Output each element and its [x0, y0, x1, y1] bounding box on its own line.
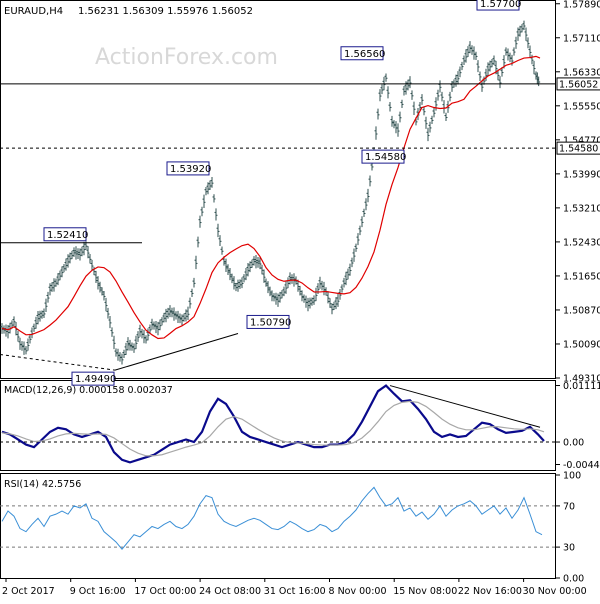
macd-title: MACD(12,26,9) 0.000158 0.002037 — [4, 385, 173, 396]
rsi-tick-label: 0.00 — [563, 574, 584, 585]
x-tick-label: 24 Oct 08:00 — [199, 586, 261, 597]
macd-tick-label: 0.00 — [563, 438, 584, 449]
sma-line — [1, 55, 541, 340]
macd-signal-line — [1, 400, 545, 457]
price-label-text: 1.54580 — [365, 152, 406, 163]
price-tick-label: 1.51650 — [563, 271, 600, 282]
macd-panel-frame — [0, 380, 556, 471]
price-label-text: 1.49490 — [75, 374, 116, 385]
price-tick-label: 1.49310 — [563, 374, 600, 385]
price-tick-label: 1.54770 — [563, 135, 600, 146]
macd-trendline — [389, 385, 541, 428]
x-tick-label: 22 Nov 16:00 — [458, 586, 522, 597]
macd-tick-label: -0.004419 — [563, 460, 600, 471]
level-label: 1.56052 — [559, 79, 598, 90]
symbol-label: EURAUD,H4 — [4, 6, 63, 17]
price-tick-label: 1.57890 — [563, 0, 600, 10]
x-tick-label: 31 Oct 16:00 — [264, 586, 326, 597]
price-tick-label: 1.57110 — [563, 33, 600, 44]
price-label-text: 1.56560 — [344, 49, 385, 60]
x-tick-label: 15 Nov 08:00 — [393, 586, 457, 597]
price-panel-frame — [0, 0, 556, 379]
price-tick-label: 1.52430 — [563, 237, 600, 248]
price-label-text: 1.50790 — [250, 317, 291, 328]
x-tick-label: 8 Nov 00:00 — [329, 586, 387, 597]
price-tick-label: 1.53210 — [563, 203, 600, 214]
x-tick-label: 9 Oct 16:00 — [70, 586, 126, 597]
price-tick-label: 1.50870 — [563, 305, 600, 316]
rsi-line — [1, 486, 543, 550]
ohlc-label: 1.56231 1.56309 1.55976 1.56052 — [78, 6, 253, 17]
price-label-text: 1.57700 — [480, 0, 521, 10]
x-tick-label: 30 Nov 00:00 — [523, 586, 587, 597]
rsi-tick-label: 100 — [563, 471, 581, 482]
macd-tick-label: 0.011111 — [563, 381, 600, 392]
price-tick-label: 1.56330 — [563, 67, 600, 78]
price-label-text: 1.52410 — [47, 230, 88, 241]
price-tick-label: 1.55550 — [563, 101, 600, 112]
rsi-tick-label: 30 — [563, 543, 575, 554]
level-label-box — [556, 77, 600, 91]
rsi-panel-frame — [0, 473, 556, 579]
watermark: ActionForex.com — [95, 45, 278, 70]
price-tick-label: 1.53990 — [563, 169, 600, 180]
level-label: 1.54580 — [559, 144, 598, 155]
price-tick-label: 1.50090 — [563, 339, 600, 350]
x-tick-label: 17 Oct 00:00 — [134, 586, 196, 597]
rsi-tick-label: 70 — [563, 501, 575, 512]
rsi-layer — [0, 486, 556, 550]
price-layer: 1.57700 1.56560 1.54580 1.53920 1.52410 1.507… — [0, 0, 556, 386]
support-dashed-line — [0, 353, 116, 371]
trendline — [114, 333, 239, 371]
level-label-box — [556, 141, 600, 155]
macd-layer — [0, 384, 556, 464]
price-label-text: 1.53920 — [170, 164, 211, 175]
rsi-title: RSI(14) 42.5756 — [4, 479, 81, 490]
x-tick-label: 2 Oct 2017 — [2, 586, 55, 597]
macd-line — [1, 384, 545, 464]
